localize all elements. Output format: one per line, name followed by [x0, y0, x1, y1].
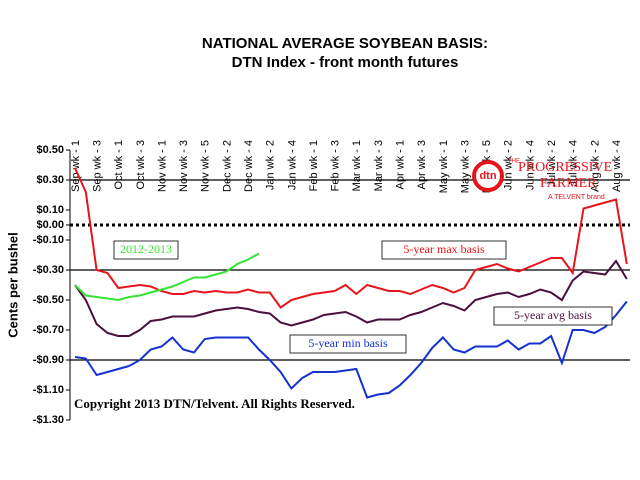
y-tick-label: -$0.70: [33, 324, 64, 336]
y-tick-label: $0.10: [36, 204, 64, 216]
x-tick-label: Jul wk - 2: [546, 140, 558, 186]
x-tick-label: Sep wk - 3: [92, 140, 104, 192]
series-label-box: [113, 240, 179, 260]
y-tick-label: -$1.30: [33, 414, 64, 426]
copyright: Copyright 2013 DTN/Telvent. All Rights R…: [74, 396, 355, 411]
x-tick-label: Apr wk - 1: [395, 140, 407, 190]
y-tick-label: -$0.90: [33, 354, 64, 366]
series-label-box: [289, 334, 407, 354]
logo-ring: [472, 160, 504, 192]
series-label-box: [381, 240, 507, 260]
series-line: [74, 300, 628, 399]
x-tick-label: Jan wk - 4: [286, 140, 298, 190]
x-tick-label: Nov wk - 1: [156, 140, 168, 192]
chart-title: NATIONAL AVERAGE SOYBEAN BASIS:: [202, 35, 488, 52]
x-tick-label: Mar wk - 1: [351, 140, 363, 191]
x-tick-label: May wk - 1: [438, 140, 450, 193]
logo-tag: A TELVENT brand: [548, 194, 605, 201]
series-label: 5-year avg basis: [514, 308, 592, 322]
x-tick-label: Oct wk - 1: [113, 140, 125, 190]
series-label: 5-year min basis: [308, 336, 388, 350]
x-tick-label: May wk - 3: [459, 140, 471, 193]
x-tick-label: Nov wk - 3: [178, 140, 190, 192]
x-tick-label: Mar wk - 3: [373, 140, 385, 191]
x-tick-label: Jan wk - 2: [265, 140, 277, 190]
x-tick-label: Nov wk - 5: [200, 140, 212, 192]
y-axis-label: Cents per bushel: [5, 232, 20, 337]
x-tick-label: Jun wk - 4: [524, 140, 536, 190]
x-tick-label: Dec wk - 4: [243, 140, 255, 192]
y-tick-label: -$0.10: [33, 234, 64, 246]
series-label: 5-year max basis: [403, 242, 485, 256]
x-tick-label: Oct wk - 3: [135, 140, 147, 190]
x-tick-label: Aug wk - 2: [589, 140, 601, 192]
logo: dtn THE PROGRESSIVE FARMER A TELVENT bra…: [472, 159, 612, 201]
logo-the: THE: [508, 159, 520, 165]
x-tick-label: Feb wk - 3: [330, 140, 342, 191]
y-tick-label: $0.50: [36, 144, 64, 156]
x-tick-label: Jul wk - 4: [568, 140, 580, 186]
series-label-box: [493, 306, 613, 326]
x-tick-label: Sep wk - 1: [70, 140, 82, 192]
series-line: [74, 259, 628, 337]
x-tick-label: Feb wk - 1: [308, 140, 320, 191]
x-tick-label: Jun wk - 2: [503, 140, 515, 190]
x-tick-label: Aug wk - 4: [611, 140, 623, 192]
logo-name2: FARMER: [540, 176, 597, 191]
chart-subtitle: DTN Index - front month futures: [232, 54, 459, 71]
plot: $0.50 $0.30 $0.10 $0.00 -$0.10 -$0.30 -$0.50 -$…: [33, 140, 630, 426]
y-tick-label: -$0.50: [33, 294, 64, 306]
series-line: [74, 167, 628, 309]
logo-name: PROGRESSIVE: [518, 160, 612, 175]
y-tick-label: -$1.10: [33, 384, 64, 396]
y-tick-label: $0.30: [36, 174, 64, 186]
series-line: [74, 252, 260, 302]
y-tick-label: $0.00: [36, 219, 64, 231]
x-tick-label: Dec wk - 2: [221, 140, 233, 192]
series-label: 2012-2013: [120, 242, 172, 256]
y-tick-label: -$0.30: [33, 264, 64, 276]
logo-mark: dtn: [479, 170, 496, 182]
x-tick-label: Apr wk - 3: [416, 140, 428, 190]
